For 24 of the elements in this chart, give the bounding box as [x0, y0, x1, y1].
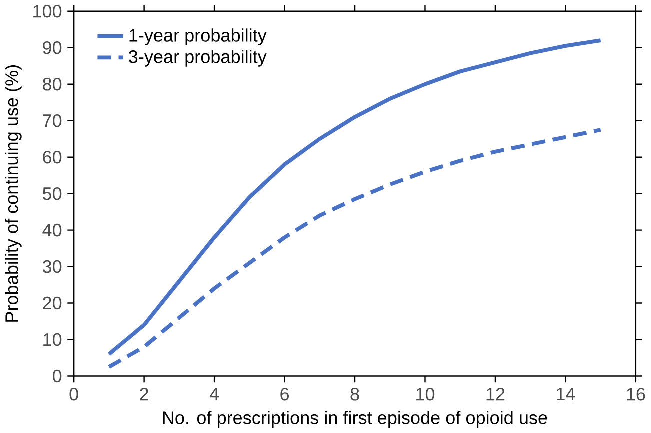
y-tick-label: 30: [42, 260, 62, 274]
x-tick-label: 8: [350, 388, 360, 401]
x-tick-label: 16: [627, 388, 646, 401]
x-tick-label: 12: [486, 388, 505, 401]
y-tick-label: 40: [42, 224, 62, 237]
x-axis-title: No. of prescriptions in first episode of opioid use: [163, 411, 548, 428]
y-tick-label: 90: [43, 42, 62, 54]
y-tick-label: 60: [43, 150, 62, 164]
y-tick-label: 80: [43, 78, 62, 91]
x-tick-label: 10: [416, 388, 435, 401]
x-tick-label: 4: [210, 388, 220, 400]
legend-label: 3-year probability: [129, 50, 267, 67]
x-tick-label: 2: [140, 388, 148, 401]
y-tick-label: 0: [53, 370, 62, 383]
x-tick-label: 6: [280, 388, 290, 401]
x-tick-label: 0: [70, 388, 78, 401]
y-tick-label: 50: [42, 187, 62, 200]
x-tick-label: 14: [557, 388, 576, 400]
y-axis-title: Probability of continuing use (%): [5, 66, 22, 322]
y-tick-label: 20: [43, 296, 62, 310]
y-tick-label: 70: [43, 114, 62, 128]
y-tick-label: 10: [44, 333, 62, 346]
legend-label: 1-year probability: [130, 28, 267, 46]
y-tick-label: 100: [34, 5, 62, 18]
